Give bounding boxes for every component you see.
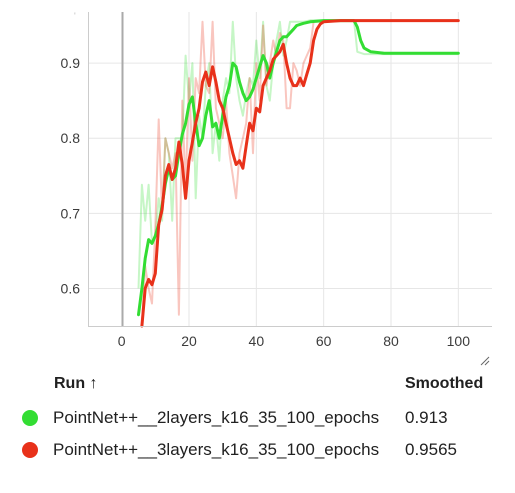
smoothed-lines bbox=[137, 19, 460, 328]
series-raw-line bbox=[137, 19, 459, 289]
series-smoothed-line bbox=[140, 19, 460, 328]
y-tick-label: 0.6 bbox=[61, 280, 81, 296]
run-color-dot bbox=[22, 410, 38, 426]
x-tick-label: 60 bbox=[316, 333, 332, 349]
raw-lines bbox=[137, 19, 459, 327]
run-name: PointNet++__3layers_k16_35_100_epochs bbox=[53, 440, 380, 459]
y-tick-label: 0.9 bbox=[61, 55, 81, 71]
y-tick-label: 0.7 bbox=[61, 205, 81, 221]
series-raw-line bbox=[140, 19, 459, 327]
run-smoothed-value: 0.9565 bbox=[405, 440, 457, 459]
x-tick-label: 80 bbox=[383, 333, 399, 349]
x-tick-label: 100 bbox=[447, 333, 471, 349]
chart[interactable]: 0 20 40 60 80 100 0.6 0.7 0.8 0.9 ' bbox=[0, 0, 515, 370]
y-tick-labels: 0.6 0.7 0.8 0.9 bbox=[61, 55, 81, 296]
grid bbox=[88, 12, 492, 326]
run-color-dot bbox=[22, 442, 38, 458]
run-name: PointNet++__2layers_k16_35_100_epochs bbox=[53, 408, 380, 427]
legend-row[interactable]: PointNet++__2layers_k16_35_100_epochs 0.… bbox=[22, 405, 448, 431]
legend-run-header[interactable]: Run ↑ bbox=[54, 375, 98, 392]
y-tick-label: 0.8 bbox=[61, 130, 81, 146]
x-tick-label: 20 bbox=[181, 333, 197, 349]
resize-handle-icon[interactable] bbox=[480, 356, 490, 366]
x-tick-label: 0 bbox=[118, 333, 126, 349]
legend-row[interactable]: PointNet++__3layers_k16_35_100_epochs 0.… bbox=[22, 437, 457, 463]
legend-smoothed-header: Smoothed bbox=[405, 375, 484, 392]
run-smoothed-value: 0.913 bbox=[405, 408, 448, 427]
top-left-mark: ' bbox=[74, 11, 76, 21]
x-tick-labels: 0 20 40 60 80 100 bbox=[118, 333, 470, 349]
x-tick-label: 40 bbox=[249, 333, 265, 349]
